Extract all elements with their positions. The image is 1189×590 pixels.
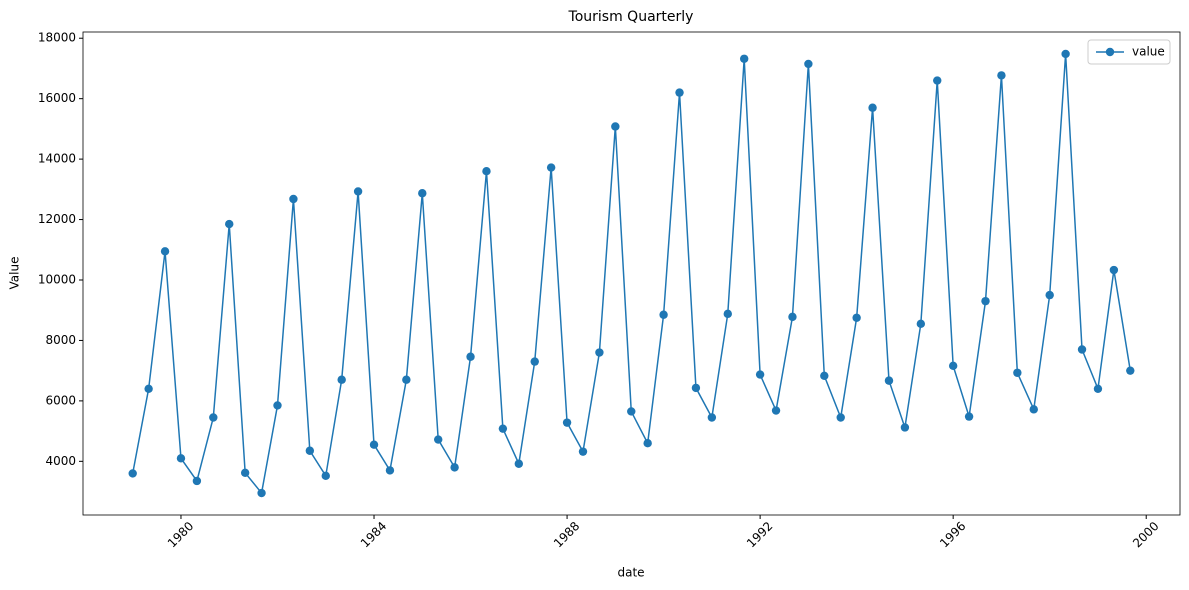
point <box>933 76 942 85</box>
point <box>836 413 845 422</box>
point <box>659 310 668 319</box>
point <box>675 88 684 97</box>
point <box>530 357 539 366</box>
x-tick-label: 1996 <box>937 519 968 550</box>
y-tick-label: 8000 <box>45 333 76 347</box>
point <box>337 375 346 384</box>
x-axis-label: date <box>617 566 644 580</box>
legend-label: value <box>1132 45 1165 59</box>
point <box>1045 290 1054 300</box>
point <box>595 348 604 357</box>
point <box>1013 368 1022 377</box>
point <box>1109 265 1119 275</box>
point <box>160 247 170 256</box>
legend-box <box>1087 39 1171 65</box>
point <box>1077 345 1087 354</box>
point <box>788 312 797 322</box>
y-tick-label: 12000 <box>38 212 76 226</box>
point <box>578 447 588 456</box>
point <box>1093 384 1103 393</box>
point <box>514 459 524 468</box>
point <box>707 413 717 422</box>
point <box>562 418 572 427</box>
point <box>418 189 427 198</box>
point <box>321 471 330 481</box>
point <box>369 440 379 449</box>
point <box>128 469 137 478</box>
point <box>1061 49 1070 59</box>
point <box>611 122 620 131</box>
point <box>820 371 829 380</box>
point <box>739 54 749 63</box>
point <box>402 375 411 384</box>
point <box>176 454 186 463</box>
point <box>627 407 636 416</box>
x-tick-label: 1988 <box>551 519 582 550</box>
point <box>771 406 781 415</box>
point <box>305 446 315 455</box>
point <box>257 488 266 498</box>
point <box>964 412 974 421</box>
point <box>868 103 877 112</box>
point <box>997 71 1006 80</box>
x-tick-label: 1992 <box>744 519 775 550</box>
point <box>804 59 813 69</box>
x-tick-label: 2000 <box>1130 519 1161 550</box>
y-tick-label: 14000 <box>38 152 76 166</box>
point <box>482 167 491 176</box>
point <box>209 413 218 422</box>
point <box>1029 405 1038 414</box>
point <box>900 423 910 432</box>
point <box>546 163 556 172</box>
y-tick-label: 18000 <box>38 31 76 45</box>
point <box>434 435 443 444</box>
point <box>916 319 926 329</box>
point <box>192 476 202 486</box>
point <box>948 361 958 371</box>
y-axis-label: Value <box>8 257 22 290</box>
point <box>273 401 282 410</box>
point <box>466 352 475 361</box>
y-tick-label: 6000 <box>45 393 76 407</box>
legend-marker <box>1105 47 1115 57</box>
point <box>884 376 894 385</box>
point <box>852 313 861 322</box>
point <box>643 438 652 448</box>
point <box>755 370 765 379</box>
x-tick-label: 1984 <box>358 519 389 550</box>
x-tick-label: 1980 <box>165 519 196 550</box>
y-tick-label: 10000 <box>38 272 76 286</box>
point <box>144 384 153 393</box>
point <box>1126 366 1135 375</box>
y-tick-label: 16000 <box>38 91 76 105</box>
chart-title: Tourism Quarterly <box>568 9 694 25</box>
point <box>353 187 363 196</box>
series-line <box>131 53 1132 495</box>
plot-frame <box>82 31 1181 516</box>
point <box>723 309 732 319</box>
point <box>289 194 298 204</box>
point <box>225 219 234 229</box>
point <box>691 383 701 393</box>
point <box>385 466 395 475</box>
point <box>450 463 459 472</box>
point <box>498 424 508 433</box>
point <box>240 468 250 478</box>
point <box>981 296 990 306</box>
y-tick-label: 4000 <box>45 454 76 468</box>
